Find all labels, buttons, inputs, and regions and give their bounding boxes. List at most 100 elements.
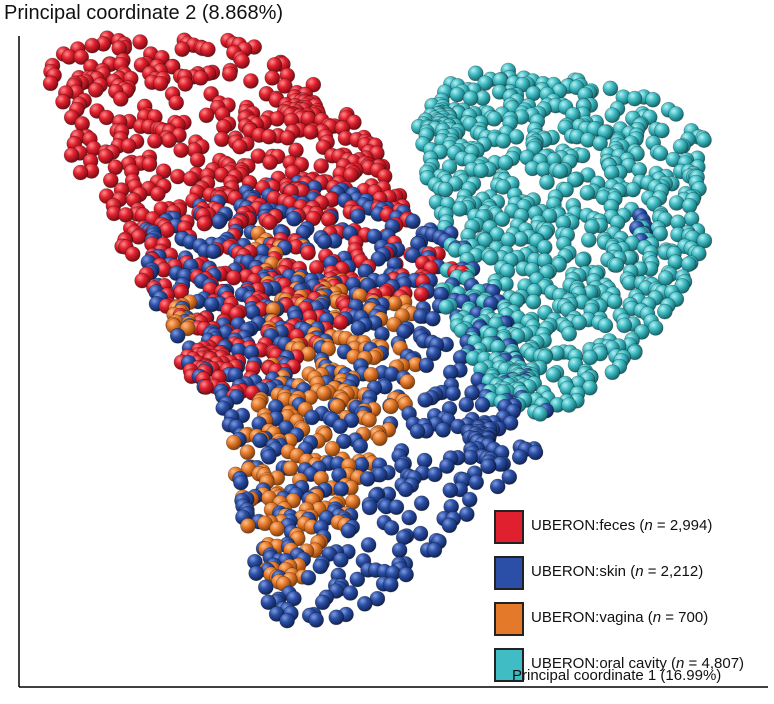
point-oral-cavity: [467, 65, 484, 82]
point-oral-cavity: [494, 211, 511, 227]
point-oral-cavity: [451, 201, 468, 217]
point-skin: [211, 213, 227, 230]
point-vagina: [240, 517, 256, 534]
point-oral-cavity: [647, 320, 664, 336]
point-oral-cavity: [597, 317, 614, 334]
point-feces: [332, 314, 349, 331]
point-skin: [314, 594, 331, 611]
legend-item-vagina: UBERON:vagina (n = 700): [494, 602, 774, 648]
legend-count-oral-cavity: 4,807: [701, 655, 740, 672]
legend-label-oral-cavity: UBERON:oral cavity: [531, 655, 667, 672]
point-skin: [352, 438, 369, 454]
point-skin: [388, 499, 405, 516]
legend-item-oral-cavity: UBERON:oral cavity (n = 4,807): [494, 648, 774, 694]
legend-swatch-vagina: [494, 602, 524, 636]
point-oral-cavity: [561, 397, 577, 413]
point-feces: [132, 34, 148, 50]
point-oral-cavity: [654, 122, 670, 139]
point-oral-cavity: [558, 181, 574, 198]
point-skin: [312, 558, 329, 575]
point-skin: [426, 542, 443, 558]
point-oral-cavity: [462, 90, 479, 107]
point-skin: [340, 522, 357, 539]
point-oral-cavity: [668, 195, 685, 211]
point-feces: [276, 78, 293, 94]
point-feces: [262, 154, 278, 171]
point-vagina: [371, 430, 388, 447]
point-oral-cavity: [545, 367, 562, 383]
point-skin: [304, 409, 320, 426]
point-oral-cavity: [626, 90, 643, 107]
point-feces: [88, 82, 104, 98]
point-feces: [118, 207, 134, 223]
point-skin: [425, 345, 442, 362]
point-skin: [382, 576, 399, 593]
legend: UBERON:feces (n = 2,994) UBERON:skin (n …: [494, 510, 774, 694]
point-skin: [332, 418, 349, 435]
point-skin: [439, 458, 455, 474]
point-feces: [302, 124, 319, 140]
point-feces: [177, 76, 194, 92]
point-feces: [150, 186, 166, 202]
point-oral-cavity: [582, 349, 598, 366]
point-feces: [214, 131, 230, 148]
point-oral-cavity: [567, 172, 583, 188]
point-skin: [445, 385, 461, 402]
point-skin: [300, 569, 317, 586]
point-oral-cavity: [574, 252, 591, 268]
point-oral-cavity: [696, 132, 712, 148]
point-feces: [313, 158, 330, 174]
point-oral-cavity: [645, 91, 661, 108]
point-oral-cavity: [532, 406, 549, 422]
point-feces: [260, 128, 277, 145]
point-oral-cavity: [438, 299, 454, 315]
point-skin: [366, 228, 383, 245]
point-vagina: [324, 440, 341, 457]
point-feces: [168, 94, 184, 111]
x-axis-label: Principal coordinate 1 (16.99%): [512, 667, 722, 684]
point-skin: [203, 296, 220, 313]
point-feces: [261, 214, 278, 231]
point-skin: [359, 471, 376, 487]
point-skin: [417, 392, 434, 408]
point-skin: [489, 478, 506, 495]
point-vagina: [316, 385, 332, 402]
point-skin: [279, 612, 295, 629]
point-feces: [152, 75, 169, 92]
point-oral-cavity: [486, 111, 503, 127]
point-oral-cavity: [672, 138, 689, 155]
point-feces: [120, 138, 137, 154]
point-skin: [398, 566, 414, 583]
point-oral-cavity: [696, 232, 713, 249]
point-feces: [288, 142, 304, 159]
point-feces: [124, 246, 141, 262]
legend-label-vagina: UBERON:vagina: [531, 609, 644, 626]
point-feces: [198, 379, 214, 395]
point-oral-cavity: [525, 293, 542, 310]
point-oral-cavity: [668, 106, 684, 122]
point-oral-cavity: [602, 80, 619, 97]
point-skin: [252, 432, 268, 449]
point-feces: [342, 167, 359, 183]
point-feces: [97, 148, 114, 164]
point-skin: [169, 327, 186, 344]
point-skin: [260, 449, 277, 465]
point-skin: [418, 357, 435, 374]
point-feces: [182, 170, 199, 187]
point-oral-cavity: [604, 364, 621, 381]
point-oral-cavity: [681, 198, 698, 214]
point-skin: [332, 552, 349, 568]
point-feces: [413, 286, 430, 303]
point-oral-cavity: [652, 145, 669, 162]
point-vagina: [363, 366, 379, 383]
point-skin: [205, 243, 222, 260]
point-skin: [316, 233, 333, 250]
point-feces: [221, 66, 238, 82]
legend-count-vagina: 700: [678, 609, 704, 626]
point-feces: [173, 142, 189, 158]
point-skin: [458, 506, 475, 523]
point-feces: [189, 152, 206, 168]
point-feces: [264, 70, 281, 86]
point-feces: [200, 41, 216, 58]
